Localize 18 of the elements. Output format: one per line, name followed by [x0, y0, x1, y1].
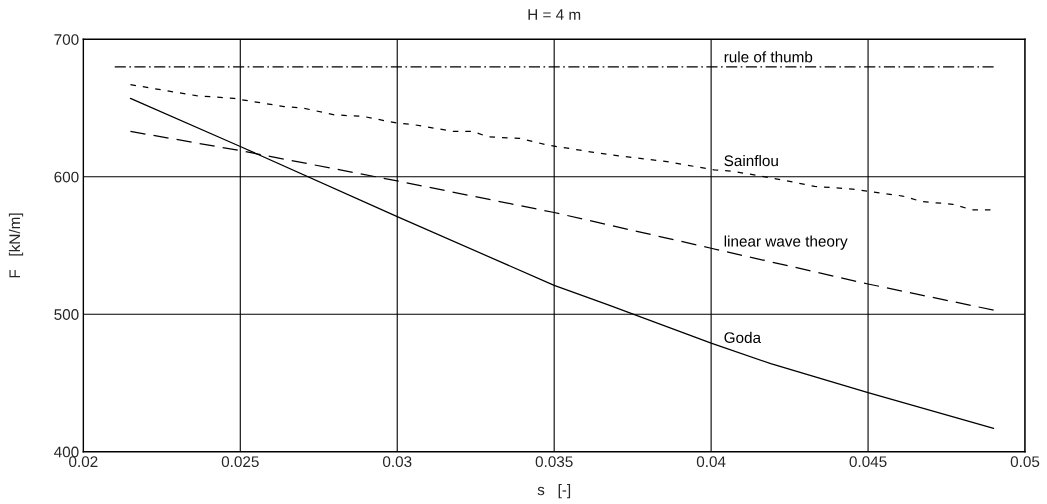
x-axis-title: s [-] — [537, 483, 571, 499]
y-tick-label: 700 — [54, 34, 79, 45]
series-label: Goda — [724, 331, 762, 344]
x-tick-label: 0.025 — [221, 456, 259, 468]
x-tick-label: 0.02 — [69, 456, 98, 468]
series-label: rule of thumb — [724, 51, 813, 63]
series-label: linear wave theory — [724, 235, 848, 250]
x-tick-label: 0.035 — [535, 456, 573, 468]
y-tick-label: 400 — [54, 446, 79, 458]
y-axis-title: F [kN/m] — [8, 213, 24, 278]
x-tick-label: 0.05 — [1010, 456, 1040, 468]
x-tick-label: 0.045 — [849, 456, 887, 468]
series-label: Sainflou — [724, 154, 778, 167]
y-tick-label: 500 — [54, 309, 79, 320]
x-tick-label: 0.04 — [696, 456, 726, 468]
y-tick-label: 600 — [54, 171, 79, 183]
chart-title: H = 4 m — [528, 9, 581, 20]
x-tick-label: 0.03 — [382, 456, 412, 468]
